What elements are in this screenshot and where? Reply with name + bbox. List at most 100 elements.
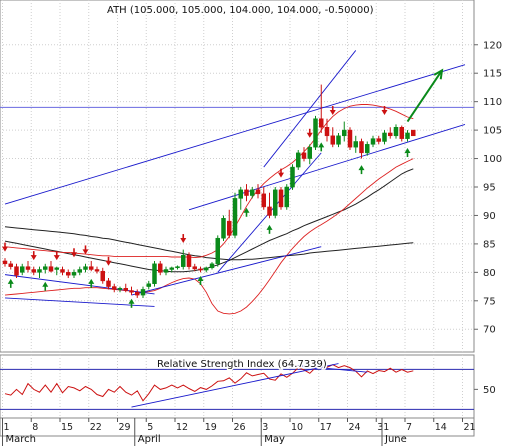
candle-body (278, 189, 284, 208)
price-chart-panel: 70 75 80 85 90 95 100 105 110 115 120 ATH (105.000… (0, 0, 502, 353)
price-y-tick-label: 110 (483, 97, 502, 108)
date-axis: 1 8 15 22 29 5 12 19 26 3 10 17 24 31 7 14 21 March April M… (0, 417, 476, 446)
buy-signal-arrowhead (318, 142, 325, 148)
buy-signal-arrowhead (88, 278, 95, 284)
date-tick-label: 5 (147, 422, 153, 433)
candle-body (158, 263, 163, 273)
candle-body (244, 189, 249, 196)
candle-body (227, 220, 232, 236)
candle-body (66, 272, 71, 276)
candle-body (221, 218, 226, 239)
sell-signal-arrowhead (105, 260, 112, 266)
price-chart-title: ATH (105.000, 105.000, 104.000, 104.000,… (107, 5, 374, 16)
bollinger-lower-band (4, 158, 414, 315)
sell-signal-arrowhead (71, 252, 77, 258)
candle-body (232, 198, 238, 236)
candle-body (261, 193, 266, 208)
date-tick-label: 17 (320, 422, 332, 433)
price-grid (0, 0, 474, 352)
date-tick-label: 12 (176, 422, 188, 433)
price-plot-area (0, 0, 475, 353)
candle-body (169, 267, 174, 270)
candle-body (2, 260, 8, 265)
price-y-tick-label: 115 (483, 69, 502, 80)
rsi-panel: 50 Relative Strength Index (64.7339) (0, 354, 496, 419)
candle-body (146, 283, 151, 287)
trendline (263, 50, 357, 168)
candle-body (324, 127, 330, 137)
candle-body (140, 289, 146, 296)
date-tick-label: 3 (262, 422, 268, 433)
price-y-tick-label: 80 (483, 268, 496, 279)
candle-body (31, 269, 36, 273)
candle-body (89, 266, 94, 270)
rsi-trendline (292, 364, 368, 373)
rsi-title: Relative Strength Index (64.7339) (157, 359, 327, 370)
date-tick-label: 31 (377, 422, 389, 433)
candle-body (411, 129, 416, 137)
date-tick-label: 8 (32, 422, 38, 433)
candle-body (370, 138, 376, 145)
candle-body (123, 288, 128, 291)
date-tick-label: 10 (291, 422, 303, 433)
candle-body (284, 186, 289, 208)
sell-signal-arrowhead (53, 255, 60, 261)
candle-body (100, 270, 105, 282)
candle-body (48, 266, 54, 272)
candle-body (83, 266, 88, 270)
candle-body (273, 189, 278, 216)
candle-body (112, 286, 117, 290)
candle-body (359, 141, 364, 154)
buy-signal-arrowhead (128, 298, 135, 304)
candle-body (106, 280, 111, 287)
candle-body (336, 135, 341, 145)
sell-signal-arrowhead (306, 132, 313, 138)
price-y-tick-label: 70 (483, 325, 496, 336)
trendline (4, 297, 155, 307)
candle-body (215, 237, 220, 265)
candle-body (393, 127, 399, 137)
buy-signal-arrowhead (266, 224, 273, 230)
forecast-arrowhead (433, 68, 444, 80)
candle-body (405, 132, 410, 139)
date-tick-label: 26 (234, 422, 246, 433)
candle-body (376, 138, 381, 142)
date-tick-label: 15 (61, 422, 73, 433)
rsi-y-axis: 50 (474, 385, 496, 396)
sell-signal-arrowhead (30, 255, 37, 261)
candle-body (175, 266, 180, 269)
price-y-tick-label: 85 (483, 239, 496, 250)
trendline (4, 64, 466, 205)
candle-body (163, 269, 169, 273)
date-tick-label: 29 (119, 422, 131, 433)
candle-body (204, 267, 209, 271)
candle-body (129, 290, 134, 293)
date-tick-label: 1 (4, 422, 10, 433)
month-label: March (6, 434, 36, 445)
candle-body (14, 266, 19, 276)
candle-body (198, 268, 203, 271)
date-tick-label: 24 (349, 422, 361, 433)
price-candles (2, 84, 416, 298)
buy-signal-arrowhead (7, 278, 14, 284)
candle-body (152, 263, 157, 284)
date-tick-label: 19 (205, 422, 217, 433)
candle-body (353, 141, 358, 148)
price-y-axis: 70 75 80 85 90 95 100 105 110 115 120 (474, 40, 502, 336)
price-y-tick-label: 90 (483, 211, 496, 222)
candle-body (77, 269, 82, 273)
candle-body (20, 266, 25, 273)
date-tick-label: 22 (90, 422, 102, 433)
rsi-trendline (131, 363, 339, 408)
candle-body (342, 129, 347, 137)
candle-body (43, 266, 48, 270)
candle-body (54, 267, 59, 270)
month-label: May (264, 434, 285, 445)
buy-signal-arrowhead (289, 179, 296, 185)
date-tick-label: 7 (406, 422, 412, 433)
price-y-tick-label: 120 (483, 40, 502, 51)
candle-body (267, 206, 272, 216)
buy-signal-arrowhead (243, 207, 250, 213)
sell-signal-arrowhead (329, 110, 336, 116)
